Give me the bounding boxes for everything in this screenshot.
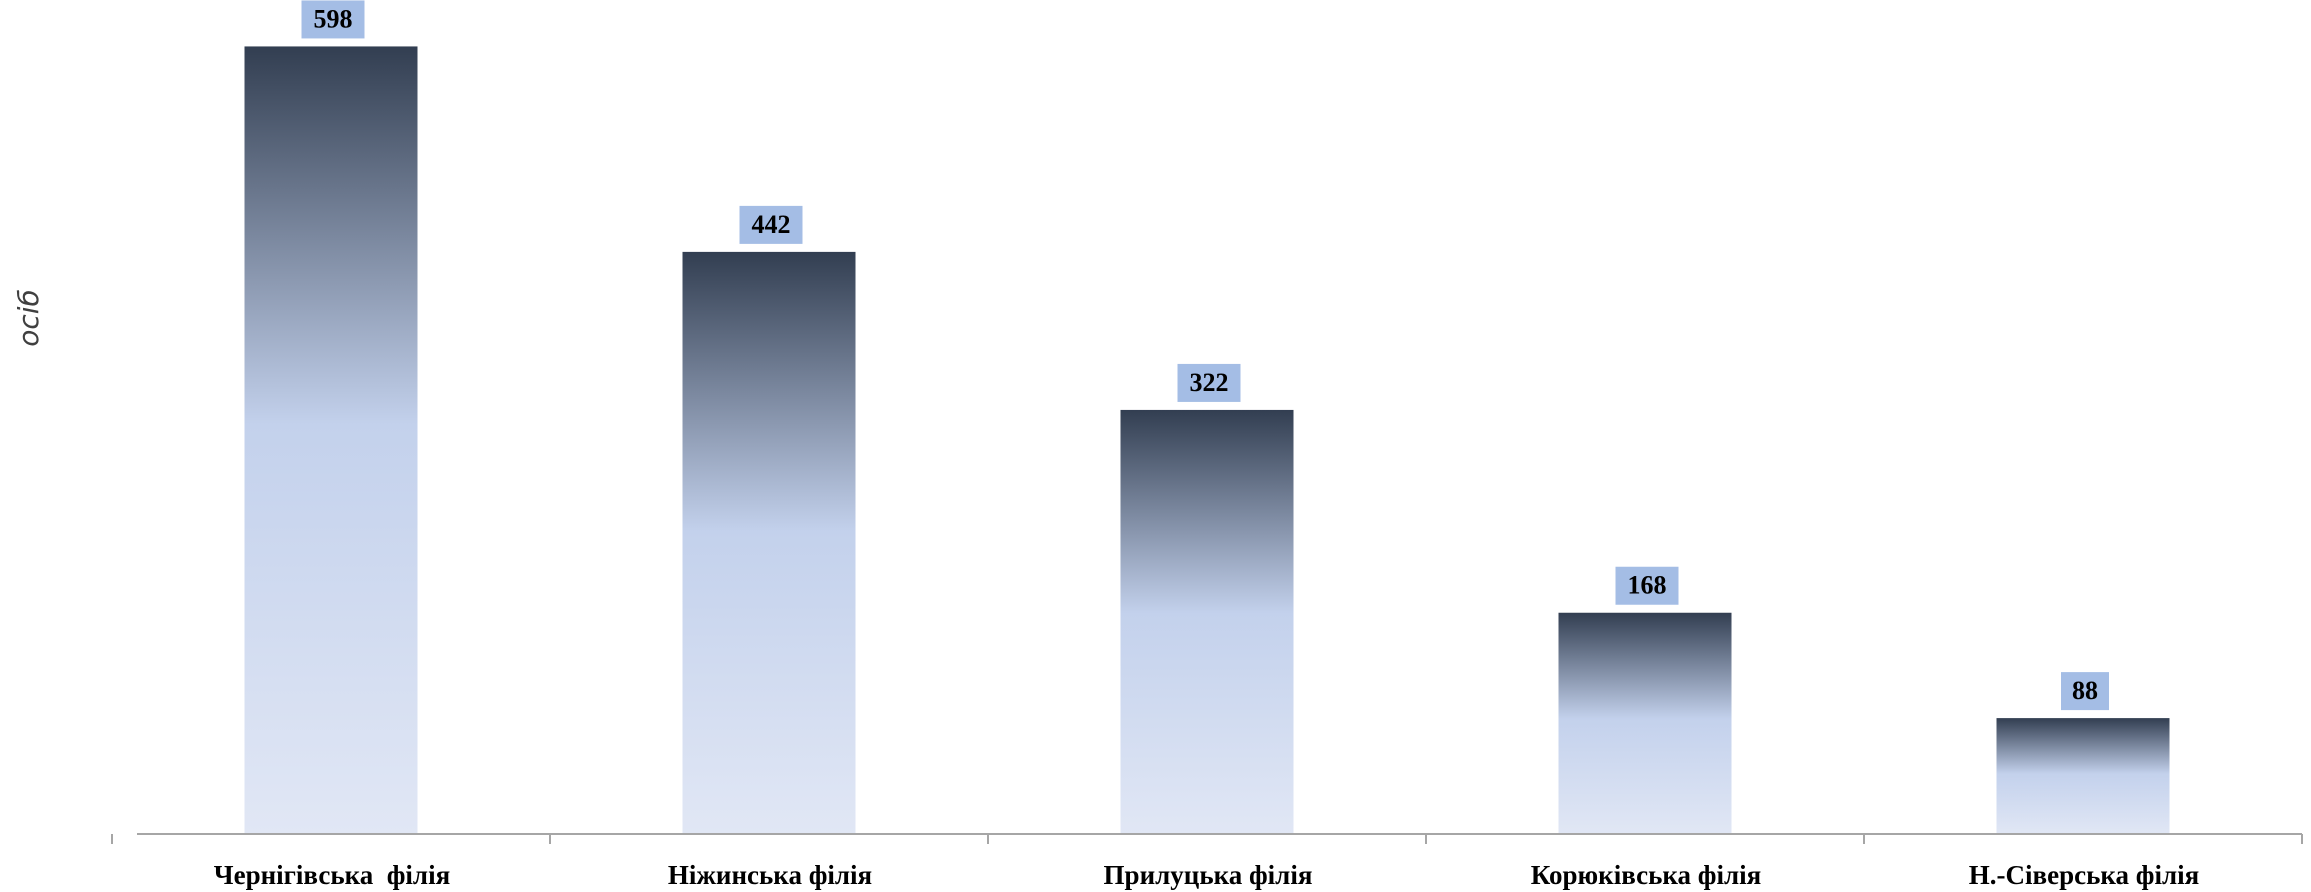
- value-label: 88: [2072, 676, 2098, 705]
- x-axis-ticks: [111, 834, 2303, 844]
- value-labels: 598 442 322 168 88: [301, 0, 2109, 711]
- category-label: Ніжинська філія: [668, 860, 872, 890]
- bar: [1996, 718, 2170, 834]
- category-label: Чернігівська філія: [214, 860, 450, 890]
- bar: [1558, 612, 1732, 834]
- value-label: 168: [1628, 571, 1667, 600]
- category-label: Корюківська філія: [1531, 860, 1761, 890]
- category-labels: Чернігівська філія Ніжинська філія Прилуць…: [214, 860, 2199, 890]
- value-label: 442: [752, 210, 791, 239]
- value-label: 598: [314, 4, 353, 33]
- bar: [682, 251, 856, 835]
- value-label-box: [739, 205, 803, 244]
- category-label: Прилуцька філія: [1104, 860, 1313, 890]
- value-label-box: [301, 0, 365, 39]
- value-label: 322: [1190, 368, 1229, 397]
- value-label-box: [1615, 566, 1679, 605]
- value-label-box: [1177, 363, 1241, 402]
- category-label: Н.-Сіверська філія: [1969, 860, 2199, 890]
- y-axis-label: осіб: [12, 289, 45, 347]
- bar: [244, 46, 418, 834]
- value-label-box: [2061, 672, 2109, 711]
- bar: [1120, 409, 1294, 834]
- bars-group: [244, 46, 2170, 835]
